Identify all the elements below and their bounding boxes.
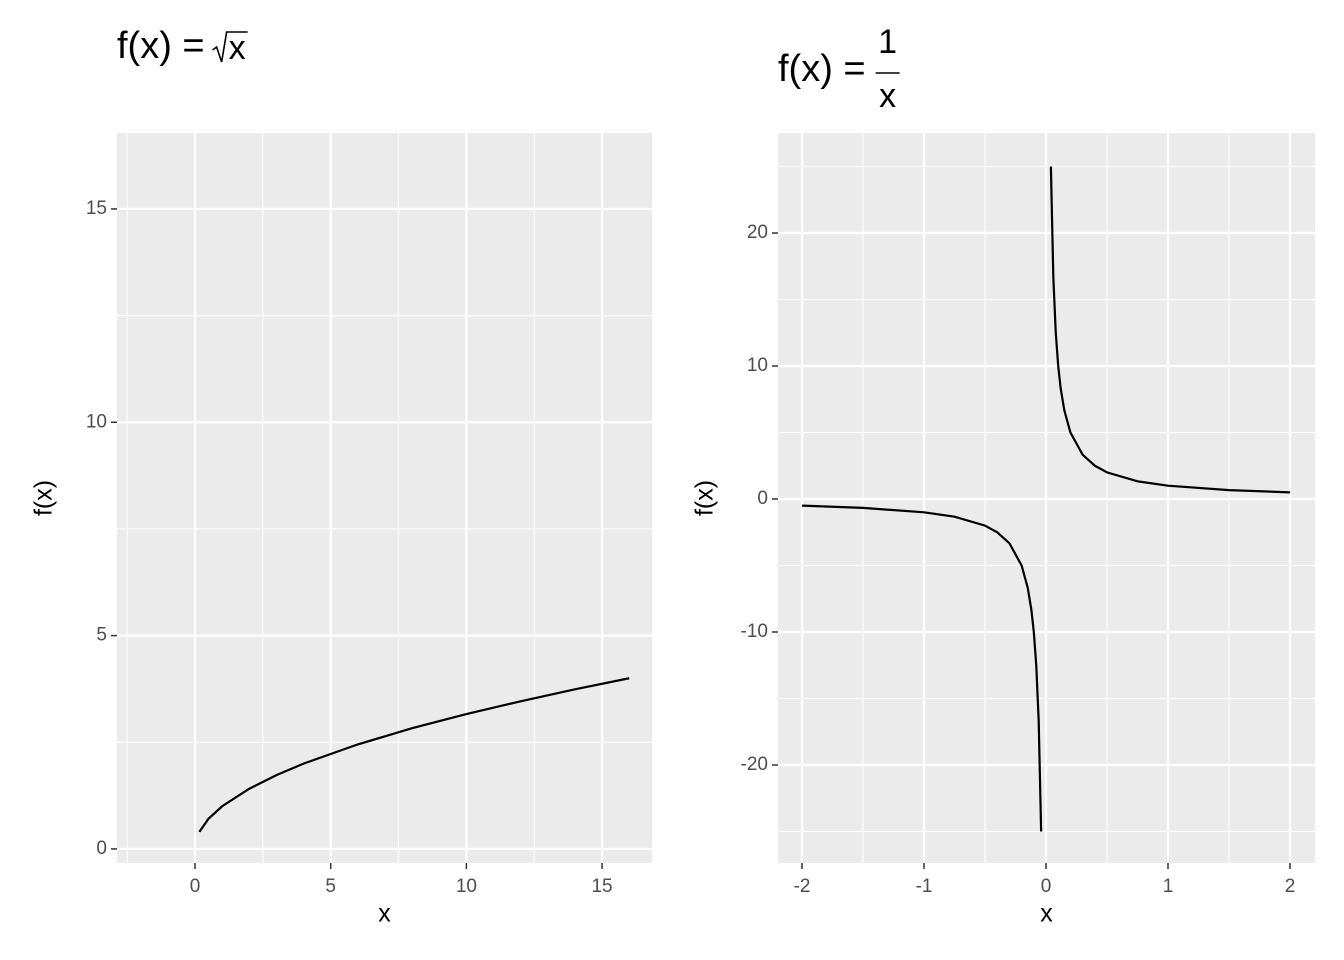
plot-background bbox=[117, 133, 652, 863]
y-axis-title: f(x) bbox=[30, 480, 58, 516]
y-tick-label: 5 bbox=[96, 625, 107, 646]
y-tick-label: 20 bbox=[747, 222, 768, 243]
x-tick-label: 5 bbox=[325, 876, 336, 897]
title-numerator: 1 bbox=[878, 23, 897, 61]
y-tick-label: 10 bbox=[747, 355, 768, 376]
y-tick-label: 0 bbox=[96, 838, 107, 859]
x-tick-label: 2 bbox=[1285, 876, 1296, 897]
y-tick-label: -10 bbox=[741, 621, 768, 642]
x-tick-label: -1 bbox=[916, 876, 933, 897]
title-lhs: f(x) = bbox=[117, 25, 205, 67]
x-axis-title: x bbox=[378, 900, 391, 928]
title-radicand: x bbox=[229, 29, 246, 67]
title-lhs: f(x) = bbox=[778, 48, 866, 90]
x-axis-title: x bbox=[1040, 900, 1053, 928]
line bbox=[801, 166, 1291, 832]
x-tick-label: 15 bbox=[591, 876, 612, 897]
y-tick-label: 0 bbox=[757, 488, 768, 509]
y-tick-label: -20 bbox=[741, 754, 768, 775]
y-tick-label: 10 bbox=[86, 411, 107, 432]
y-tick-label: 15 bbox=[86, 198, 107, 219]
x-tick-label: -2 bbox=[794, 876, 811, 897]
y-axis-title: f(x) bbox=[691, 480, 719, 516]
x-tick-label: 10 bbox=[456, 876, 477, 897]
line bbox=[198, 677, 630, 833]
radical-sign bbox=[212, 31, 248, 63]
x-tick-label: 0 bbox=[190, 876, 201, 897]
title-denominator: x bbox=[879, 77, 896, 115]
x-tick-label: 1 bbox=[1163, 876, 1174, 897]
x-tick-label: 0 bbox=[1041, 876, 1052, 897]
